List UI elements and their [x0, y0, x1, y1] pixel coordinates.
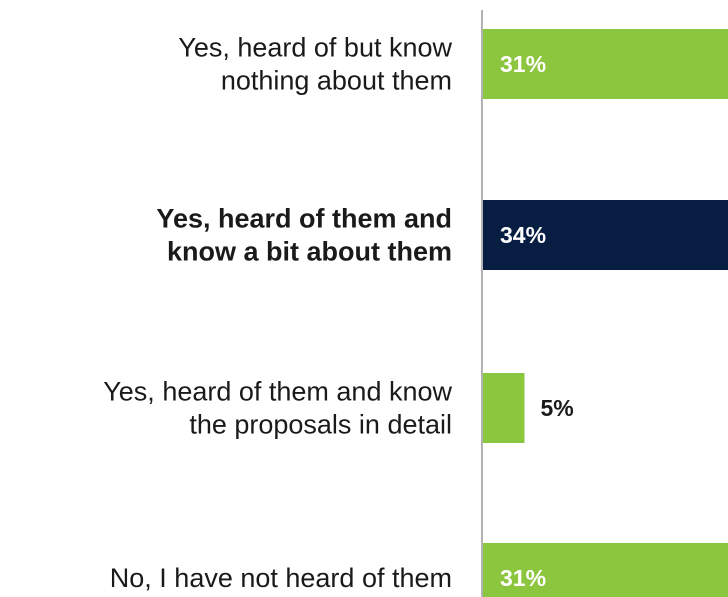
bars-layer: 31% Yes, heard of but know nothing about t…	[103, 29, 728, 597]
category-label-line: nothing about them	[221, 66, 452, 96]
value-label-4: 31%	[500, 565, 546, 591]
category-label-line: the proposals in detail	[189, 410, 452, 440]
value-label-3: 5%	[541, 395, 574, 421]
category-label-line: know a bit about them	[167, 237, 452, 267]
bar-4	[483, 543, 728, 597]
value-label-1: 31%	[500, 51, 546, 77]
bar-3	[483, 373, 525, 443]
bar-1	[483, 29, 728, 99]
category-label-line: Yes, heard of them and	[156, 204, 452, 234]
category-label-4: No, I have not heard of them	[110, 563, 452, 593]
category-label-line: Yes, heard of but know	[178, 33, 452, 63]
value-label-2: 34%	[500, 222, 546, 248]
category-label-1: Yes, heard of but know nothing about them	[178, 33, 452, 96]
category-label-3: Yes, heard of them and know the proposals…	[103, 377, 452, 440]
category-label-line: No, I have not heard of them	[110, 563, 452, 593]
bar-2	[483, 200, 728, 270]
category-label-2: Yes, heard of them and know a bit about t…	[156, 204, 452, 267]
category-label-line: Yes, heard of them and know	[103, 377, 452, 407]
